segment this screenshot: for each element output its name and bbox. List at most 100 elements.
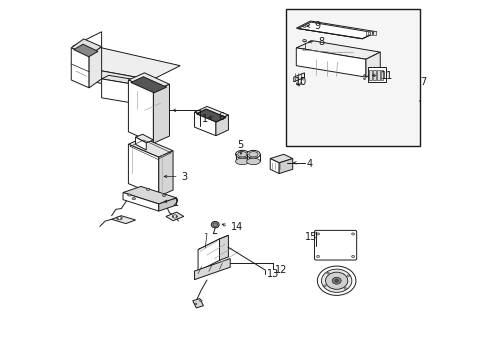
Polygon shape <box>102 75 151 86</box>
Text: 13: 13 <box>266 269 278 279</box>
Polygon shape <box>296 48 365 77</box>
Bar <box>372 31 375 35</box>
Polygon shape <box>216 115 228 136</box>
Bar <box>376 69 379 80</box>
Text: 3: 3 <box>181 172 187 183</box>
Ellipse shape <box>302 40 305 42</box>
FancyBboxPatch shape <box>314 230 356 260</box>
Ellipse shape <box>235 150 248 158</box>
Polygon shape <box>71 39 102 56</box>
Polygon shape <box>123 186 176 204</box>
Ellipse shape <box>297 85 299 86</box>
Ellipse shape <box>199 300 202 302</box>
Ellipse shape <box>303 49 305 50</box>
Ellipse shape <box>237 152 246 157</box>
Polygon shape <box>74 44 98 57</box>
Ellipse shape <box>162 194 165 197</box>
Ellipse shape <box>317 266 355 296</box>
Ellipse shape <box>363 78 365 80</box>
Ellipse shape <box>248 152 258 157</box>
Ellipse shape <box>235 158 248 165</box>
Ellipse shape <box>299 83 302 84</box>
Polygon shape <box>73 66 151 93</box>
Ellipse shape <box>363 75 365 76</box>
Bar <box>365 31 367 35</box>
Polygon shape <box>123 193 159 211</box>
Bar <box>372 69 375 80</box>
Ellipse shape <box>321 269 351 292</box>
Polygon shape <box>298 22 374 39</box>
Bar <box>368 69 371 80</box>
Polygon shape <box>135 134 153 143</box>
Ellipse shape <box>323 285 325 287</box>
Polygon shape <box>144 82 151 105</box>
Polygon shape <box>71 48 89 88</box>
Ellipse shape <box>172 216 173 217</box>
Ellipse shape <box>121 218 122 219</box>
Polygon shape <box>128 80 153 143</box>
Bar <box>285 9 419 146</box>
Polygon shape <box>198 235 228 249</box>
Polygon shape <box>128 144 159 197</box>
Text: 5: 5 <box>237 140 243 150</box>
Ellipse shape <box>176 216 177 217</box>
Polygon shape <box>159 198 176 211</box>
Ellipse shape <box>325 272 347 289</box>
Ellipse shape <box>351 233 354 235</box>
Polygon shape <box>219 235 228 260</box>
Polygon shape <box>102 79 144 105</box>
Polygon shape <box>367 67 386 82</box>
Text: 8: 8 <box>318 37 324 48</box>
Polygon shape <box>365 52 380 77</box>
Ellipse shape <box>212 223 217 226</box>
Polygon shape <box>270 158 279 174</box>
Polygon shape <box>128 138 173 157</box>
Polygon shape <box>293 73 304 82</box>
Ellipse shape <box>132 198 135 200</box>
Text: 9: 9 <box>313 21 320 31</box>
Polygon shape <box>194 112 216 136</box>
Text: 7: 7 <box>419 77 425 87</box>
Ellipse shape <box>326 272 328 274</box>
Text: 1: 1 <box>202 114 208 124</box>
Ellipse shape <box>117 217 122 220</box>
Ellipse shape <box>334 279 338 282</box>
Ellipse shape <box>296 83 298 84</box>
Ellipse shape <box>303 26 305 27</box>
Ellipse shape <box>211 221 219 228</box>
Ellipse shape <box>127 194 131 196</box>
Polygon shape <box>194 107 228 121</box>
Ellipse shape <box>172 215 177 218</box>
Ellipse shape <box>306 24 309 26</box>
Ellipse shape <box>316 255 319 257</box>
Ellipse shape <box>117 218 118 219</box>
Text: 14: 14 <box>230 222 243 232</box>
Polygon shape <box>296 21 376 39</box>
Polygon shape <box>192 298 203 308</box>
Polygon shape <box>198 239 219 271</box>
Polygon shape <box>89 47 102 88</box>
Text: 10: 10 <box>294 77 306 87</box>
Ellipse shape <box>316 233 319 235</box>
Polygon shape <box>196 109 225 122</box>
Polygon shape <box>135 137 146 150</box>
Polygon shape <box>73 48 180 80</box>
Polygon shape <box>153 84 169 143</box>
Ellipse shape <box>194 303 196 305</box>
Polygon shape <box>194 258 230 280</box>
Bar <box>369 31 371 35</box>
Bar <box>380 69 383 80</box>
Text: 15: 15 <box>305 232 317 242</box>
Ellipse shape <box>344 288 346 289</box>
Text: 2: 2 <box>172 198 178 207</box>
Ellipse shape <box>346 275 349 276</box>
Text: 12: 12 <box>274 265 286 275</box>
Polygon shape <box>111 216 135 224</box>
Text: 6: 6 <box>218 112 224 122</box>
Polygon shape <box>279 158 292 174</box>
Polygon shape <box>73 32 102 66</box>
Text: 4: 4 <box>306 158 312 168</box>
Ellipse shape <box>351 255 354 257</box>
Polygon shape <box>296 41 380 59</box>
Ellipse shape <box>246 150 260 158</box>
